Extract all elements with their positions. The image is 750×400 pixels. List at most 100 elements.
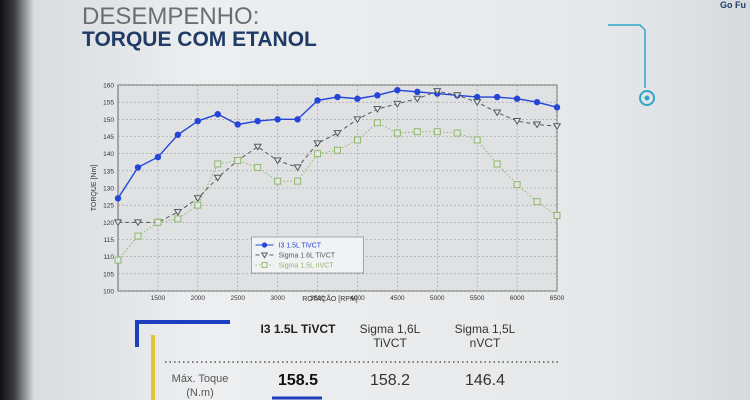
point <box>294 116 301 123</box>
x-tick-label: 6000 <box>510 295 525 302</box>
point <box>234 121 241 128</box>
x-tick-label: 5500 <box>470 295 485 302</box>
point <box>213 174 222 182</box>
point <box>114 195 122 202</box>
point <box>373 106 382 114</box>
x-tick-label: 4500 <box>390 295 405 302</box>
point <box>453 129 461 137</box>
point <box>433 88 442 96</box>
point <box>393 100 402 108</box>
point <box>133 219 143 227</box>
x-tick-label: 3000 <box>270 295 285 302</box>
point <box>154 153 162 161</box>
y-tick-label: 125 <box>103 203 114 210</box>
point <box>134 232 142 240</box>
x-axis-label: ROTAÇÃO [RPM] <box>302 294 358 303</box>
series <box>114 86 561 202</box>
x-tick-label: 2000 <box>191 295 206 302</box>
point <box>314 150 322 158</box>
point <box>274 177 282 185</box>
point <box>174 131 182 138</box>
x-tick-label: 5000 <box>430 295 445 302</box>
y-tick-label: 150 <box>103 117 114 124</box>
point <box>134 164 142 171</box>
point <box>393 129 401 137</box>
point <box>294 177 302 185</box>
point <box>394 86 401 94</box>
point <box>553 211 561 219</box>
decor-dot <box>644 95 650 101</box>
column-header: Sigma 1,5L nVCT <box>454 322 516 350</box>
point <box>334 146 341 154</box>
point <box>413 128 421 136</box>
point <box>194 117 202 125</box>
point <box>353 116 362 124</box>
slide-subtitle: TORQUE COM ETANOL <box>82 28 317 51</box>
table-value: 158.2 <box>369 372 411 389</box>
point <box>553 104 561 111</box>
point <box>493 160 501 168</box>
point <box>373 119 381 127</box>
brand: Go Fu <box>720 0 746 10</box>
decor-line <box>608 24 646 88</box>
y-tick-label: 155 <box>103 100 114 107</box>
legend-marker <box>260 252 269 259</box>
point <box>473 136 481 144</box>
point <box>274 116 281 123</box>
point <box>333 130 342 138</box>
point <box>532 121 542 129</box>
series <box>113 88 562 227</box>
point <box>334 93 341 101</box>
point <box>533 198 541 206</box>
y-tick-label: 135 <box>103 168 114 175</box>
point <box>154 218 162 226</box>
y-tick-label: 145 <box>103 134 114 141</box>
point <box>413 95 422 103</box>
x-tick-label: 6500 <box>550 295 565 302</box>
point <box>353 136 361 144</box>
series-line <box>118 90 558 223</box>
slide-title: DESEMPENHO: <box>82 3 259 30</box>
table-value: 158.5 <box>277 372 319 389</box>
point <box>113 219 123 227</box>
point <box>313 140 322 148</box>
y-tick-label: 140 <box>103 151 114 158</box>
point <box>234 157 242 165</box>
x-tick-label: 1500 <box>151 295 166 302</box>
y-tick-label: 120 <box>103 220 114 227</box>
point <box>314 97 321 104</box>
point <box>293 164 302 172</box>
point <box>194 201 202 209</box>
point <box>414 88 421 96</box>
point <box>512 118 522 126</box>
point <box>174 215 182 223</box>
y-tick-label: 115 <box>104 237 115 244</box>
y-tick-label: 100 <box>103 289 114 296</box>
point <box>472 99 482 107</box>
series-line <box>117 122 558 261</box>
column-header: I3 1.5L TiVCT <box>260 322 336 336</box>
legend-marker <box>261 262 268 268</box>
point <box>253 143 262 151</box>
point <box>173 209 183 217</box>
point <box>254 117 261 125</box>
legend-label: Sigma 1.5L nVCT <box>279 263 335 270</box>
point <box>473 93 481 101</box>
point <box>493 93 501 101</box>
y-axis-label: TORQUE [Nm] <box>91 165 98 212</box>
y-tick-label: 160 <box>103 83 114 90</box>
point <box>513 95 521 102</box>
point <box>193 195 203 203</box>
point <box>214 160 222 168</box>
legend-marker <box>261 242 268 248</box>
point <box>552 123 562 131</box>
y-tick-label: 105 <box>103 271 114 278</box>
decor-circle <box>639 90 655 106</box>
point <box>533 98 541 106</box>
x-tick-label: 2500 <box>230 295 245 302</box>
y-tick-label: 130 <box>103 186 114 193</box>
point <box>254 163 262 171</box>
row-label: Máx. Toque (N.m) <box>171 373 229 399</box>
x-tick-label: 3500 <box>310 295 325 302</box>
